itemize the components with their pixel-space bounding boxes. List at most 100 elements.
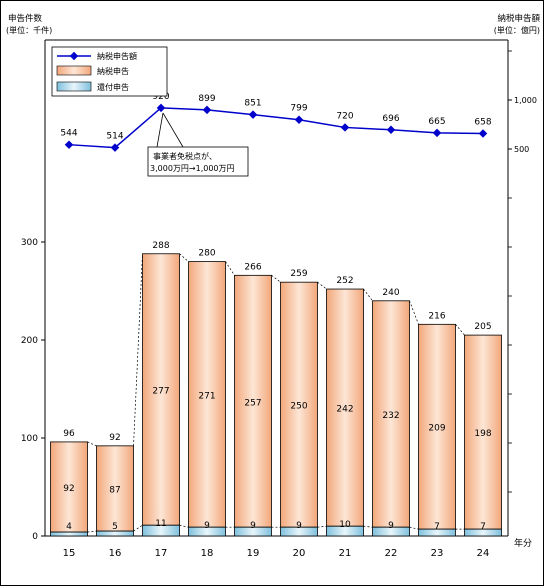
legend-diamond-marker <box>69 51 79 61</box>
tax-amount-label: 720 <box>336 111 353 121</box>
tax-amount-point <box>202 105 212 115</box>
bar-tax <box>50 441 88 533</box>
tax-amount-point <box>294 115 304 124</box>
bar-total-label: 266 <box>244 262 261 272</box>
bar-refund-label: 5 <box>112 522 118 532</box>
legend-label-tax-amount: 納税申告額 <box>97 51 137 61</box>
bar-refund <box>326 525 364 537</box>
bar-refund-label: 9 <box>388 521 394 531</box>
x-tick-label: 19 <box>247 548 260 559</box>
bar-tax-label: 209 <box>428 424 445 434</box>
bar-connector-lines <box>87 253 465 533</box>
x-tick-label: 15 <box>63 548 76 559</box>
bar-refund <box>418 528 456 537</box>
bar-tax <box>234 274 272 528</box>
x-tick-label: 18 <box>201 548 214 559</box>
bar-total-label: 288 <box>152 241 169 251</box>
bar-total-label: 259 <box>290 269 307 279</box>
bar-tax-label: 271 <box>198 391 215 401</box>
x-tick-label: 17 <box>155 548 168 559</box>
bar-tax-label: 232 <box>382 411 399 421</box>
annotation-line-1: 事業者免税点が、 <box>153 151 217 161</box>
tax-amount-point <box>64 140 74 149</box>
bar-refund-label: 7 <box>434 522 440 532</box>
bar-refund-label: 4 <box>66 522 72 532</box>
legend-label-refund: 還付申告 <box>97 82 129 92</box>
line-series: 544 514 920 899 851 799 720 696 665 658 <box>60 92 492 152</box>
x-tick-label: 22 <box>385 548 398 559</box>
left-tick-label: 100 <box>21 434 38 444</box>
annotation-leader-line-2 <box>156 112 164 148</box>
connector-total <box>317 281 327 290</box>
bar-refund <box>464 528 502 537</box>
bars: 96 92 4 92 87 5 288 277 11 280 271 9 266 257 9 259 250 9 2… <box>50 241 502 537</box>
bar-tax <box>188 261 226 528</box>
bar-refund-label: 11 <box>155 519 166 529</box>
right-tick-label: 500 <box>514 145 529 154</box>
left-axis-ticks: 0 100 200 300 <box>21 238 45 542</box>
bar-total-label: 205 <box>474 322 491 332</box>
bar-refund <box>142 524 180 537</box>
x-tick-labels: 15 16 17 18 19 20 21 22 23 24 <box>63 548 490 559</box>
tax-amount-label: 799 <box>290 104 307 114</box>
tax-amount-point <box>248 110 258 119</box>
bar-tax <box>142 253 180 526</box>
bar-tax-label: 250 <box>290 402 307 412</box>
left-axis-unit: (単位：千件) <box>6 25 52 35</box>
connector-total <box>179 253 189 262</box>
bar-total-label: 216 <box>428 311 445 321</box>
tax-amount-label: 658 <box>474 118 491 128</box>
connector-total <box>133 253 143 446</box>
right-axis-title: 納税申告額 <box>497 13 540 24</box>
bar-refund-label: 7 <box>480 522 486 532</box>
right-axis-ticks: 500 1,000 <box>508 96 537 154</box>
bar-tax <box>96 445 134 532</box>
x-tick-label: 23 <box>431 548 444 559</box>
x-tick-label: 24 <box>477 548 490 559</box>
connector-refund <box>363 525 373 528</box>
bar-refund <box>188 526 226 537</box>
tax-amount-point <box>478 129 488 138</box>
bar-tax <box>418 323 456 530</box>
bar-tax-label: 277 <box>152 386 169 396</box>
bar-total-label: 280 <box>198 249 215 259</box>
annotation-box <box>147 146 249 177</box>
bar-refund-label: 10 <box>339 520 351 530</box>
connector-total <box>87 441 97 447</box>
tax-amount-point <box>340 123 350 132</box>
bar-tax <box>326 288 364 527</box>
tax-amount-label: 899 <box>198 94 215 104</box>
bar-refund <box>96 530 134 537</box>
bar-tax-label: 92 <box>63 484 74 494</box>
bar-total-label: 252 <box>336 276 353 286</box>
connector-refund <box>179 524 189 528</box>
right-axis-minor-ticks <box>508 50 512 493</box>
bar-refund-label: 9 <box>250 521 256 531</box>
connector-total <box>271 275 281 283</box>
bar-refund <box>50 531 88 537</box>
bar-refund <box>372 526 410 537</box>
tax-amount-label: 851 <box>244 99 261 109</box>
bar-tax-label: 257 <box>244 398 261 408</box>
legend-label-tax: 納税申告 <box>97 66 129 76</box>
connector-refund <box>409 526 419 530</box>
right-tick-label: 1,000 <box>514 96 537 105</box>
legend: 納税申告額 納税申告 還付申告 <box>51 46 168 97</box>
x-axis-unit: 年分 <box>514 537 532 549</box>
tax-amount-label: 544 <box>60 129 77 139</box>
bar-tax <box>464 334 502 530</box>
connector-refund <box>133 524 143 532</box>
legend-swatch-refund <box>56 81 92 92</box>
bar-tax-label: 198 <box>474 429 491 439</box>
tax-amount-label: 665 <box>428 117 445 127</box>
tax-amount-line <box>68 107 484 149</box>
tax-amount-point <box>432 128 442 138</box>
left-tick-label: 300 <box>21 238 38 248</box>
bar-tax-label: 87 <box>109 485 120 495</box>
tax-amount-label: 696 <box>382 114 399 124</box>
bar-refund-label: 9 <box>296 521 302 531</box>
tax-amount-point <box>110 143 120 152</box>
bar-refund-label: 9 <box>204 521 210 531</box>
connector-total <box>409 300 419 325</box>
